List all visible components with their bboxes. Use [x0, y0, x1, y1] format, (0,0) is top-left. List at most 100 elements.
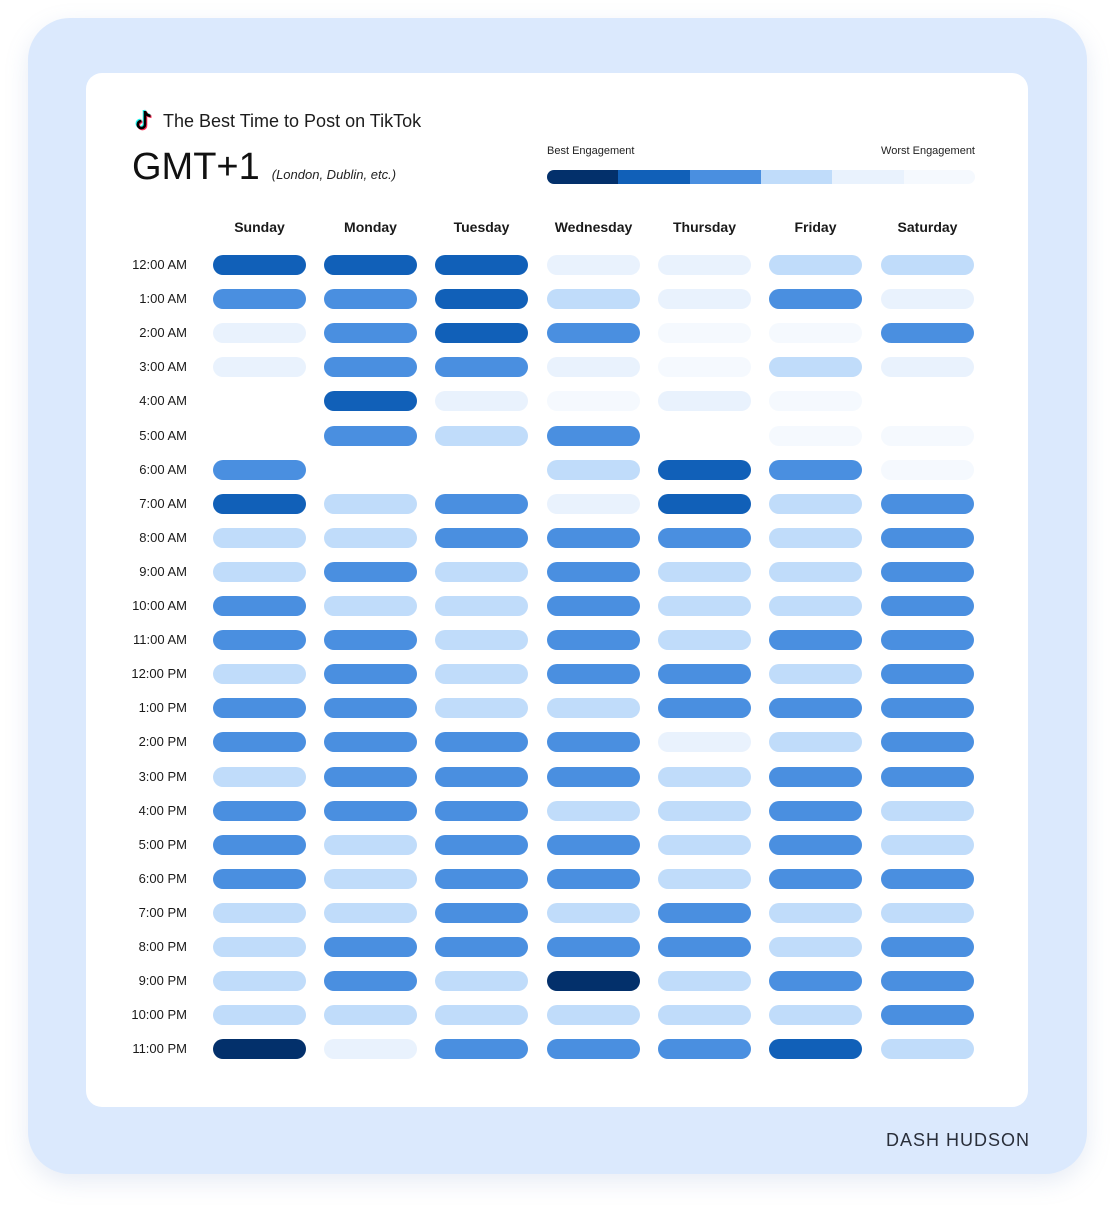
time-label: 1:00 AM: [139, 291, 187, 307]
heatmap-cell: [769, 630, 862, 651]
heatmap-cell: [881, 732, 974, 753]
heatmap-cell: [769, 357, 862, 378]
heatmap-cell: [881, 323, 974, 344]
heatmap-cell: [547, 391, 640, 412]
heatmap-cell: [881, 630, 974, 651]
day-header-saturday: Saturday: [897, 219, 958, 235]
heatmap-cell: [547, 630, 640, 651]
heatmap-cell: [435, 732, 528, 753]
timezone-heading: GMT+1 (London, Dublin, etc.): [132, 146, 396, 196]
heatmap-cell: [547, 902, 640, 923]
heatmap-cell: [213, 800, 306, 821]
legend-swatch: [547, 170, 619, 184]
time-label: 3:00 AM: [139, 359, 187, 375]
legend-swatch: [760, 170, 833, 184]
time-label: 2:00 AM: [139, 325, 187, 341]
timezone-note: (London, Dublin, etc.): [271, 167, 397, 182]
heatmap-cell: [324, 391, 417, 412]
time-label: 2:00 PM: [138, 734, 187, 750]
time-label: 9:00 AM: [139, 563, 187, 579]
heatmap-cell: [881, 289, 974, 310]
day-header-monday: Monday: [344, 219, 397, 235]
time-label: 3:00 PM: [138, 768, 187, 784]
heatmap-cell: [769, 1039, 862, 1060]
heatmap-cell: [547, 323, 640, 344]
day-header-sunday: Sunday: [234, 219, 285, 235]
heatmap-cell: [881, 664, 974, 685]
time-label: 12:00 PM: [131, 666, 187, 682]
heatmap-cell: [658, 868, 751, 889]
heatmap-cell: [435, 357, 528, 378]
time-label: 10:00 AM: [132, 598, 187, 613]
heatmap-cell: [324, 561, 417, 582]
heatmap-cell: [769, 971, 862, 992]
heatmap-cell: [547, 664, 640, 685]
tiktok-icon: [135, 109, 152, 131]
heatmap-cell: [658, 937, 751, 957]
day-header-friday: Friday: [794, 219, 837, 235]
timezone-label: GMT+1: [132, 146, 260, 188]
heatmap-cell: [881, 459, 974, 480]
legend-worst-label: Worst Engagement: [881, 145, 975, 157]
heatmap-cell: [324, 800, 417, 821]
heatmap-cell: [324, 732, 417, 753]
legend-swatch: [832, 170, 904, 184]
heatmap-cell: [769, 493, 862, 514]
heatmap-cell: [769, 732, 862, 753]
heatmap-cell: [435, 493, 528, 514]
heatmap-cell: [769, 596, 862, 616]
heatmap-cell: [769, 766, 862, 787]
heatmap-cell: [213, 1005, 306, 1026]
time-label: 6:00 PM: [138, 870, 187, 886]
heatmap-cell: [881, 766, 974, 787]
time-label: 6:00 AM: [139, 461, 187, 477]
heatmap-cell: [324, 596, 417, 616]
heatmap-cell: [213, 630, 306, 651]
heatmap-cell: [547, 1005, 640, 1026]
heatmap-cell: [213, 902, 306, 923]
heatmap-cell: [881, 937, 974, 957]
heatmap-cell: [213, 459, 306, 480]
time-label: 7:00 PM: [138, 904, 187, 920]
heatmap-cell: [658, 800, 751, 821]
heatmap-cell: [435, 630, 528, 651]
heatmap-cell: [435, 323, 528, 344]
chart-card: [86, 73, 1028, 1107]
heatmap-cell: [324, 425, 417, 446]
heatmap-cell: [213, 664, 306, 685]
heatmap-cell: [213, 527, 306, 548]
heatmap-cell: [435, 664, 528, 685]
heatmap-cell: [213, 732, 306, 753]
heatmap-cell: [324, 766, 417, 787]
heatmap-cell: [769, 289, 862, 310]
heatmap-cell: [769, 425, 862, 446]
heatmap-cell: [547, 255, 640, 275]
legend-best-label: Best Engagement: [547, 145, 635, 157]
heatmap-cell: [324, 937, 417, 957]
time-label: 8:00 PM: [138, 939, 187, 954]
title-row: The Best Time to Post on TikTok: [132, 106, 421, 136]
heatmap-cell: [769, 834, 862, 855]
legend-swatch: [903, 170, 975, 184]
time-label: 11:00 AM: [133, 632, 187, 648]
heatmap-cell: [769, 255, 862, 275]
heatmap-cell: [658, 391, 751, 412]
heatmap-cell: [881, 596, 974, 616]
heatmap-cell: [435, 766, 528, 787]
heatmap-cell: [769, 561, 862, 582]
heatmap-cell: [769, 664, 862, 685]
heatmap-cell: [435, 289, 528, 310]
brand-logo: DASH HUDSON: [886, 1130, 1030, 1151]
legend-color-scale: [547, 170, 975, 184]
heatmap-cell: [547, 732, 640, 753]
heatmap-cell: [435, 698, 528, 719]
time-label: 11:00 PM: [132, 1041, 187, 1057]
heatmap-cell: [547, 834, 640, 855]
heatmap-cell: [324, 255, 417, 275]
heatmap-cell: [213, 561, 306, 582]
heatmap-cell: [324, 323, 417, 344]
heatmap-cell: [769, 391, 862, 412]
heatmap-cell: [769, 868, 862, 889]
heatmap-cell: [324, 902, 417, 923]
heatmap-cell: [213, 1039, 306, 1060]
